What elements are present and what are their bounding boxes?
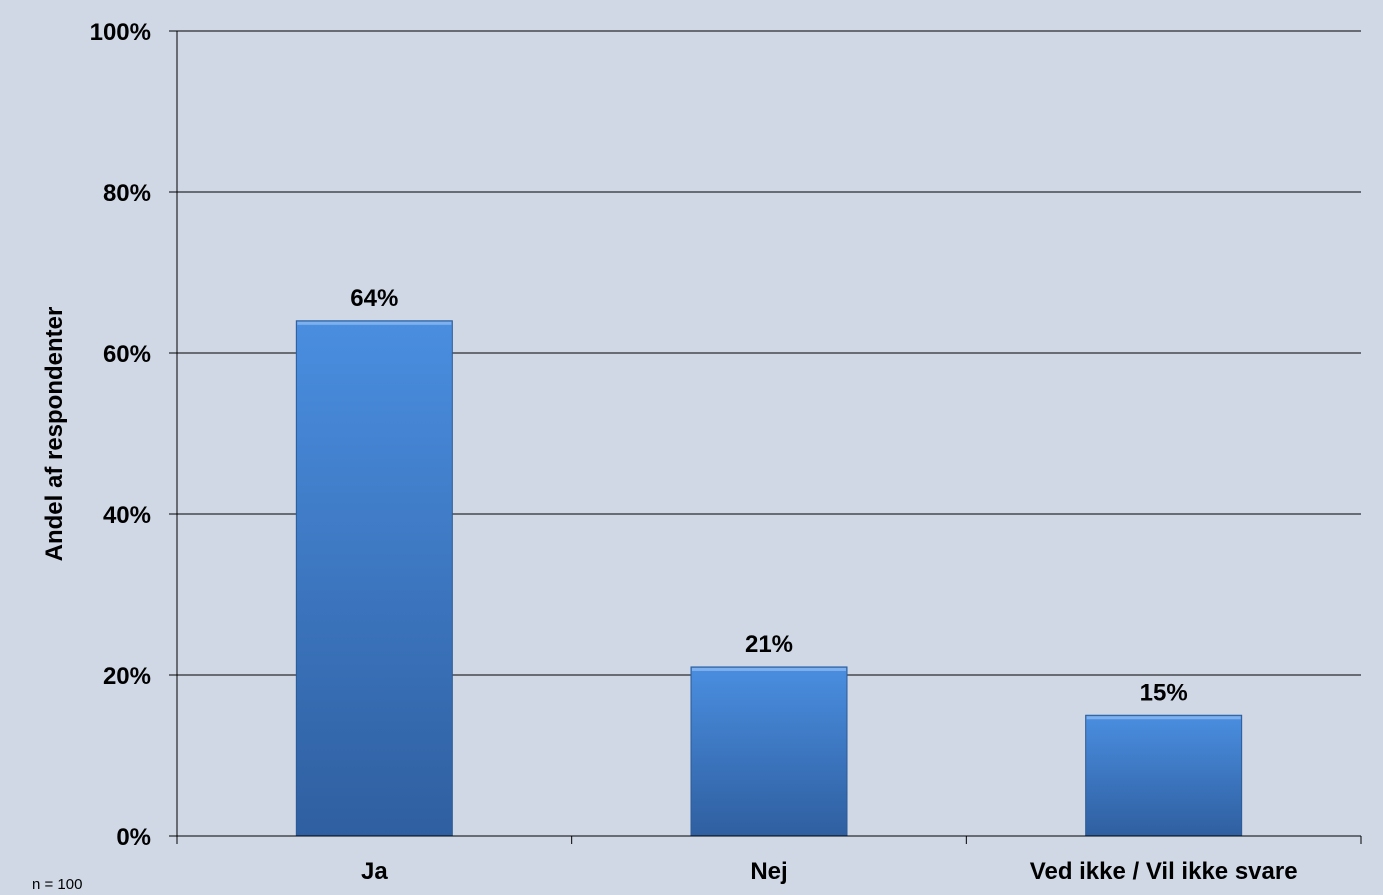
bar-highlight	[297, 321, 452, 325]
x-category-label: Ja	[361, 858, 388, 885]
bar-highlight	[692, 667, 846, 671]
axes	[169, 30, 1362, 844]
x-category-label: Nej	[750, 858, 787, 885]
x-category-label: Ved ikke / Vil ikke svare	[1030, 858, 1298, 885]
data-label: 21%	[745, 631, 793, 658]
bars	[295, 320, 1243, 837]
bar	[1085, 714, 1243, 837]
y-tick-label: 60%	[103, 341, 151, 368]
bar	[295, 320, 453, 837]
y-tick-label: 20%	[103, 663, 151, 690]
data-label: 15%	[1140, 679, 1188, 706]
sample-size-note: n = 100	[32, 876, 82, 893]
bar	[690, 666, 848, 837]
y-tick-label: 40%	[103, 502, 151, 529]
y-tick-label: 0%	[116, 824, 151, 851]
y-tick-label: 80%	[103, 180, 151, 207]
y-axis-title: Andel af respondenter	[41, 307, 68, 562]
data-label: 64%	[350, 285, 398, 312]
bar-highlight	[1086, 716, 1241, 720]
y-tick-label: 100%	[90, 19, 151, 46]
labels: 0% 20% 40% 60% 80% 100% 64% Ja 21% Nej 15% Ved ikke…	[90, 19, 1298, 885]
